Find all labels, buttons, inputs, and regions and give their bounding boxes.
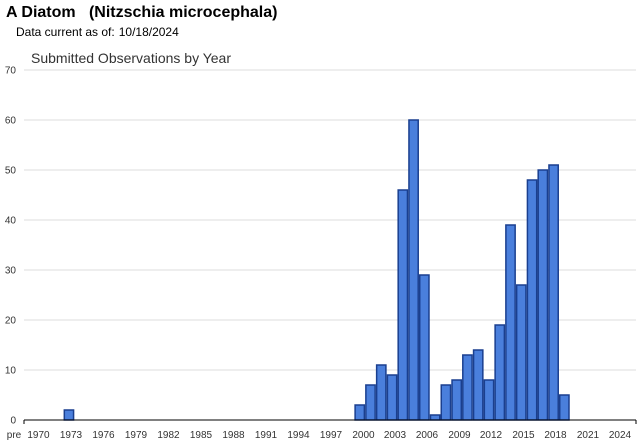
bar bbox=[526, 179, 538, 421]
bar bbox=[354, 404, 366, 421]
x-tick-label: 2006 bbox=[416, 430, 439, 441]
bar bbox=[375, 364, 387, 421]
y-tick-label: 10 bbox=[5, 366, 17, 377]
bar bbox=[515, 284, 527, 421]
x-tick-label: 2024 bbox=[609, 430, 632, 441]
bar bbox=[494, 324, 506, 421]
x-tick-label: pre bbox=[7, 430, 22, 441]
species-title: A Diatom (Nitzschia microcephala) bbox=[6, 4, 278, 21]
x-tick-label: 1997 bbox=[320, 430, 343, 441]
x-tick-label: 1979 bbox=[125, 430, 148, 441]
bar bbox=[483, 379, 495, 421]
x-tick-label: 1973 bbox=[60, 430, 83, 441]
bar bbox=[429, 414, 441, 421]
chart-title: Submitted Observations by Year bbox=[31, 50, 232, 66]
x-tick-label: 2015 bbox=[512, 430, 535, 441]
x-tick-label: 1994 bbox=[287, 430, 310, 441]
bar bbox=[462, 354, 473, 421]
y-tick-label: 40 bbox=[5, 216, 17, 227]
x-tick-label: 2009 bbox=[448, 430, 471, 441]
data-current-label: Data current as of: bbox=[16, 25, 115, 39]
x-tick-label: 2012 bbox=[480, 430, 503, 441]
bar bbox=[63, 409, 75, 421]
y-tick-label: 30 bbox=[5, 266, 17, 277]
y-tick-label: 0 bbox=[10, 416, 16, 427]
x-tick-label: 2003 bbox=[384, 430, 407, 441]
x-tick-label: 1976 bbox=[92, 430, 115, 441]
data-current-line: Data current as of: 10/18/2024 bbox=[16, 25, 179, 39]
bar bbox=[472, 349, 484, 421]
y-tick-label: 20 bbox=[5, 316, 17, 327]
y-tick-label: 70 bbox=[5, 66, 17, 77]
bar bbox=[558, 394, 570, 421]
x-tick-label: 1970 bbox=[27, 430, 50, 441]
x-tick-label: 2021 bbox=[577, 430, 600, 441]
x-tick-label: 1982 bbox=[157, 430, 180, 441]
bar bbox=[505, 224, 516, 421]
bar bbox=[386, 374, 398, 421]
x-tick-label: 1988 bbox=[222, 430, 245, 441]
bar bbox=[397, 189, 409, 421]
bar bbox=[548, 164, 559, 421]
bar bbox=[537, 169, 549, 421]
bar bbox=[440, 384, 452, 421]
data-current-date: 10/18/2024 bbox=[118, 25, 179, 39]
bar bbox=[408, 119, 419, 421]
y-tick-label: 50 bbox=[5, 166, 17, 177]
x-tick-label: 2000 bbox=[352, 430, 375, 441]
y-tick-label: 60 bbox=[5, 116, 17, 127]
x-tick-label: 2018 bbox=[544, 430, 567, 441]
bar bbox=[418, 274, 430, 421]
bar bbox=[365, 384, 376, 421]
x-tick-label: 1991 bbox=[255, 430, 278, 441]
bar bbox=[451, 379, 463, 421]
x-tick-label: 1985 bbox=[190, 430, 213, 441]
